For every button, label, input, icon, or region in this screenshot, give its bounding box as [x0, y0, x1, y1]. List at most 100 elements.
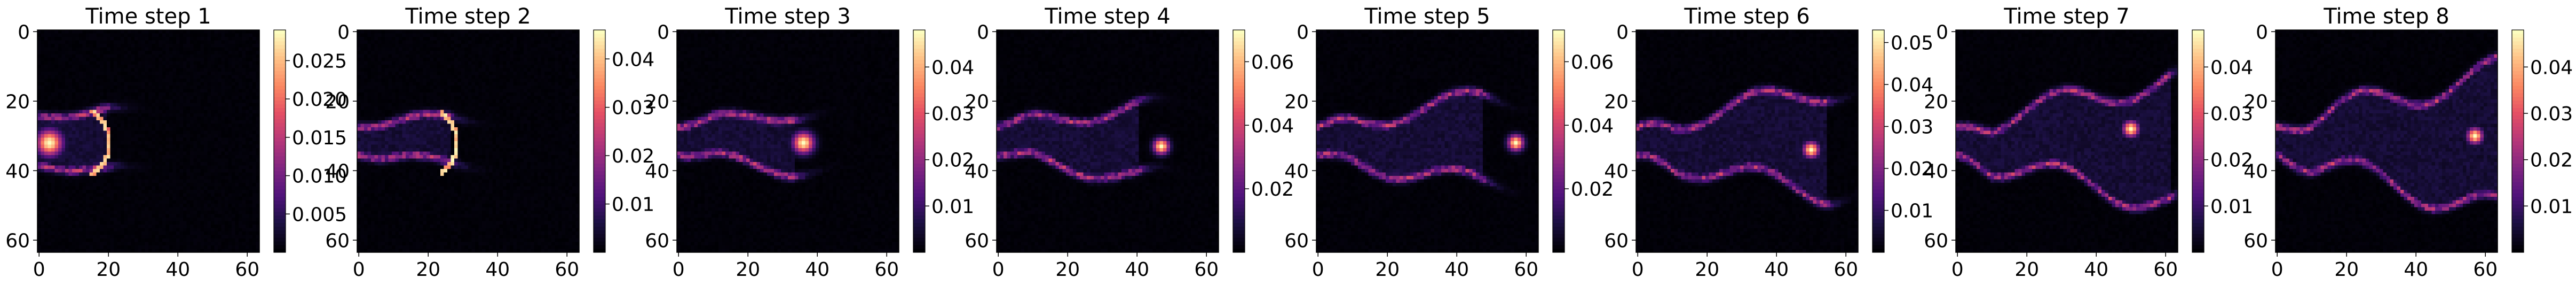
heatmap-cell — [246, 245, 249, 249]
heatmap-cell — [131, 238, 135, 242]
heatmap-cell — [214, 200, 218, 204]
heatmap-cell — [395, 61, 399, 65]
heatmap-cell — [478, 44, 483, 48]
heatmap-cell — [61, 190, 66, 194]
heatmap-cell — [169, 183, 173, 187]
heatmap-cell — [93, 127, 97, 131]
heatmap-cell — [235, 162, 239, 166]
heatmap-cell — [155, 207, 159, 211]
heatmap-cell — [207, 144, 211, 149]
heatmap-cell — [152, 165, 156, 169]
heatmap-cell — [186, 134, 191, 138]
heatmap-cell — [138, 37, 142, 41]
heatmap-cell — [572, 37, 576, 41]
heatmap-cell — [131, 169, 135, 173]
heatmap-cell — [51, 137, 55, 142]
heatmap-cell — [152, 228, 156, 232]
heatmap-cell — [200, 238, 204, 242]
heatmap-cell — [124, 65, 128, 68]
heatmap-cell — [235, 176, 239, 180]
heatmap-cell — [86, 120, 90, 124]
heatmap-cell — [41, 33, 45, 37]
heatmap-cell — [437, 58, 441, 61]
heatmap-cell — [124, 165, 128, 169]
heatmap-cell — [211, 113, 215, 117]
heatmap-cell — [538, 68, 541, 72]
heatmap-cell — [131, 130, 135, 135]
heatmap-cell — [249, 190, 253, 194]
heatmap-cell — [204, 238, 208, 242]
heatmap-cell — [65, 33, 69, 37]
heatmap-cell — [489, 33, 493, 37]
heatmap-cell — [186, 162, 191, 166]
heatmap-cell — [221, 86, 225, 89]
heatmap-cell — [79, 141, 83, 145]
heatmap-cell — [61, 65, 66, 68]
heatmap-cell — [228, 117, 232, 121]
heatmap-cell — [402, 44, 406, 48]
heatmap-cell — [478, 51, 483, 55]
heatmap-cell — [162, 151, 166, 156]
heatmap-cell — [82, 197, 86, 200]
heatmap-cell — [86, 65, 90, 68]
heatmap-cell — [110, 155, 114, 159]
heatmap-cell — [193, 155, 197, 159]
heatmap-cell — [225, 204, 228, 207]
heatmap-cell — [409, 33, 413, 37]
heatmap-cell — [58, 61, 62, 65]
heatmap-cell — [131, 183, 135, 187]
heatmap-cell — [544, 58, 548, 61]
heatmap-cell — [197, 103, 201, 107]
heatmap-cell — [44, 225, 48, 228]
heatmap-cell — [364, 61, 368, 65]
heatmap-cell — [218, 186, 222, 190]
heatmap-cell — [141, 124, 145, 128]
heatmap-cell — [103, 162, 107, 166]
heatmap-cell — [197, 75, 201, 79]
heatmap-cell — [135, 103, 138, 107]
heatmap-cell — [503, 40, 507, 44]
heatmap-cell — [110, 207, 114, 211]
heatmap-cell — [242, 169, 246, 173]
heatmap-cell — [145, 214, 149, 218]
heatmap-cell — [100, 47, 104, 51]
heatmap-cell — [197, 54, 201, 58]
heatmap-cell — [68, 162, 73, 166]
heatmap-cell — [72, 162, 76, 166]
heatmap-cell — [211, 183, 215, 187]
heatmap-cell — [110, 117, 114, 121]
heatmap-cell — [548, 54, 552, 58]
heatmap-cell — [193, 228, 197, 232]
heatmap-cell — [221, 186, 225, 190]
heatmap-cell — [155, 68, 159, 72]
heatmap-cell — [200, 186, 204, 190]
heatmap-cell — [100, 99, 104, 103]
heatmap-cell — [107, 193, 110, 197]
heatmap-cell — [235, 228, 239, 232]
heatmap-cell — [256, 103, 260, 107]
heatmap-cell — [141, 207, 145, 211]
heatmap-cell — [440, 72, 444, 75]
heatmap-cell — [211, 47, 215, 51]
heatmap-cell — [93, 110, 97, 114]
heatmap-cell — [186, 33, 191, 37]
heatmap-cell — [176, 245, 180, 249]
heatmap-cell — [165, 176, 170, 180]
heatmap-cell — [75, 106, 80, 110]
heatmap-cell — [200, 179, 204, 183]
heatmap-cell — [374, 61, 378, 65]
heatmap-cell — [214, 120, 218, 124]
heatmap-cell — [204, 110, 208, 114]
heatmap-cell — [392, 54, 396, 58]
heatmap-cell — [228, 51, 232, 55]
heatmap-cell — [190, 155, 194, 159]
heatmap-cell — [256, 211, 260, 214]
heatmap-cell — [124, 44, 128, 48]
heatmap-cell — [221, 137, 225, 142]
heatmap-cell — [169, 127, 173, 131]
heatmap-cell — [186, 75, 191, 79]
heatmap-cell — [517, 54, 520, 58]
heatmap-cell — [110, 183, 114, 187]
heatmap-cell — [197, 155, 201, 159]
heatmap-cell — [538, 47, 541, 51]
